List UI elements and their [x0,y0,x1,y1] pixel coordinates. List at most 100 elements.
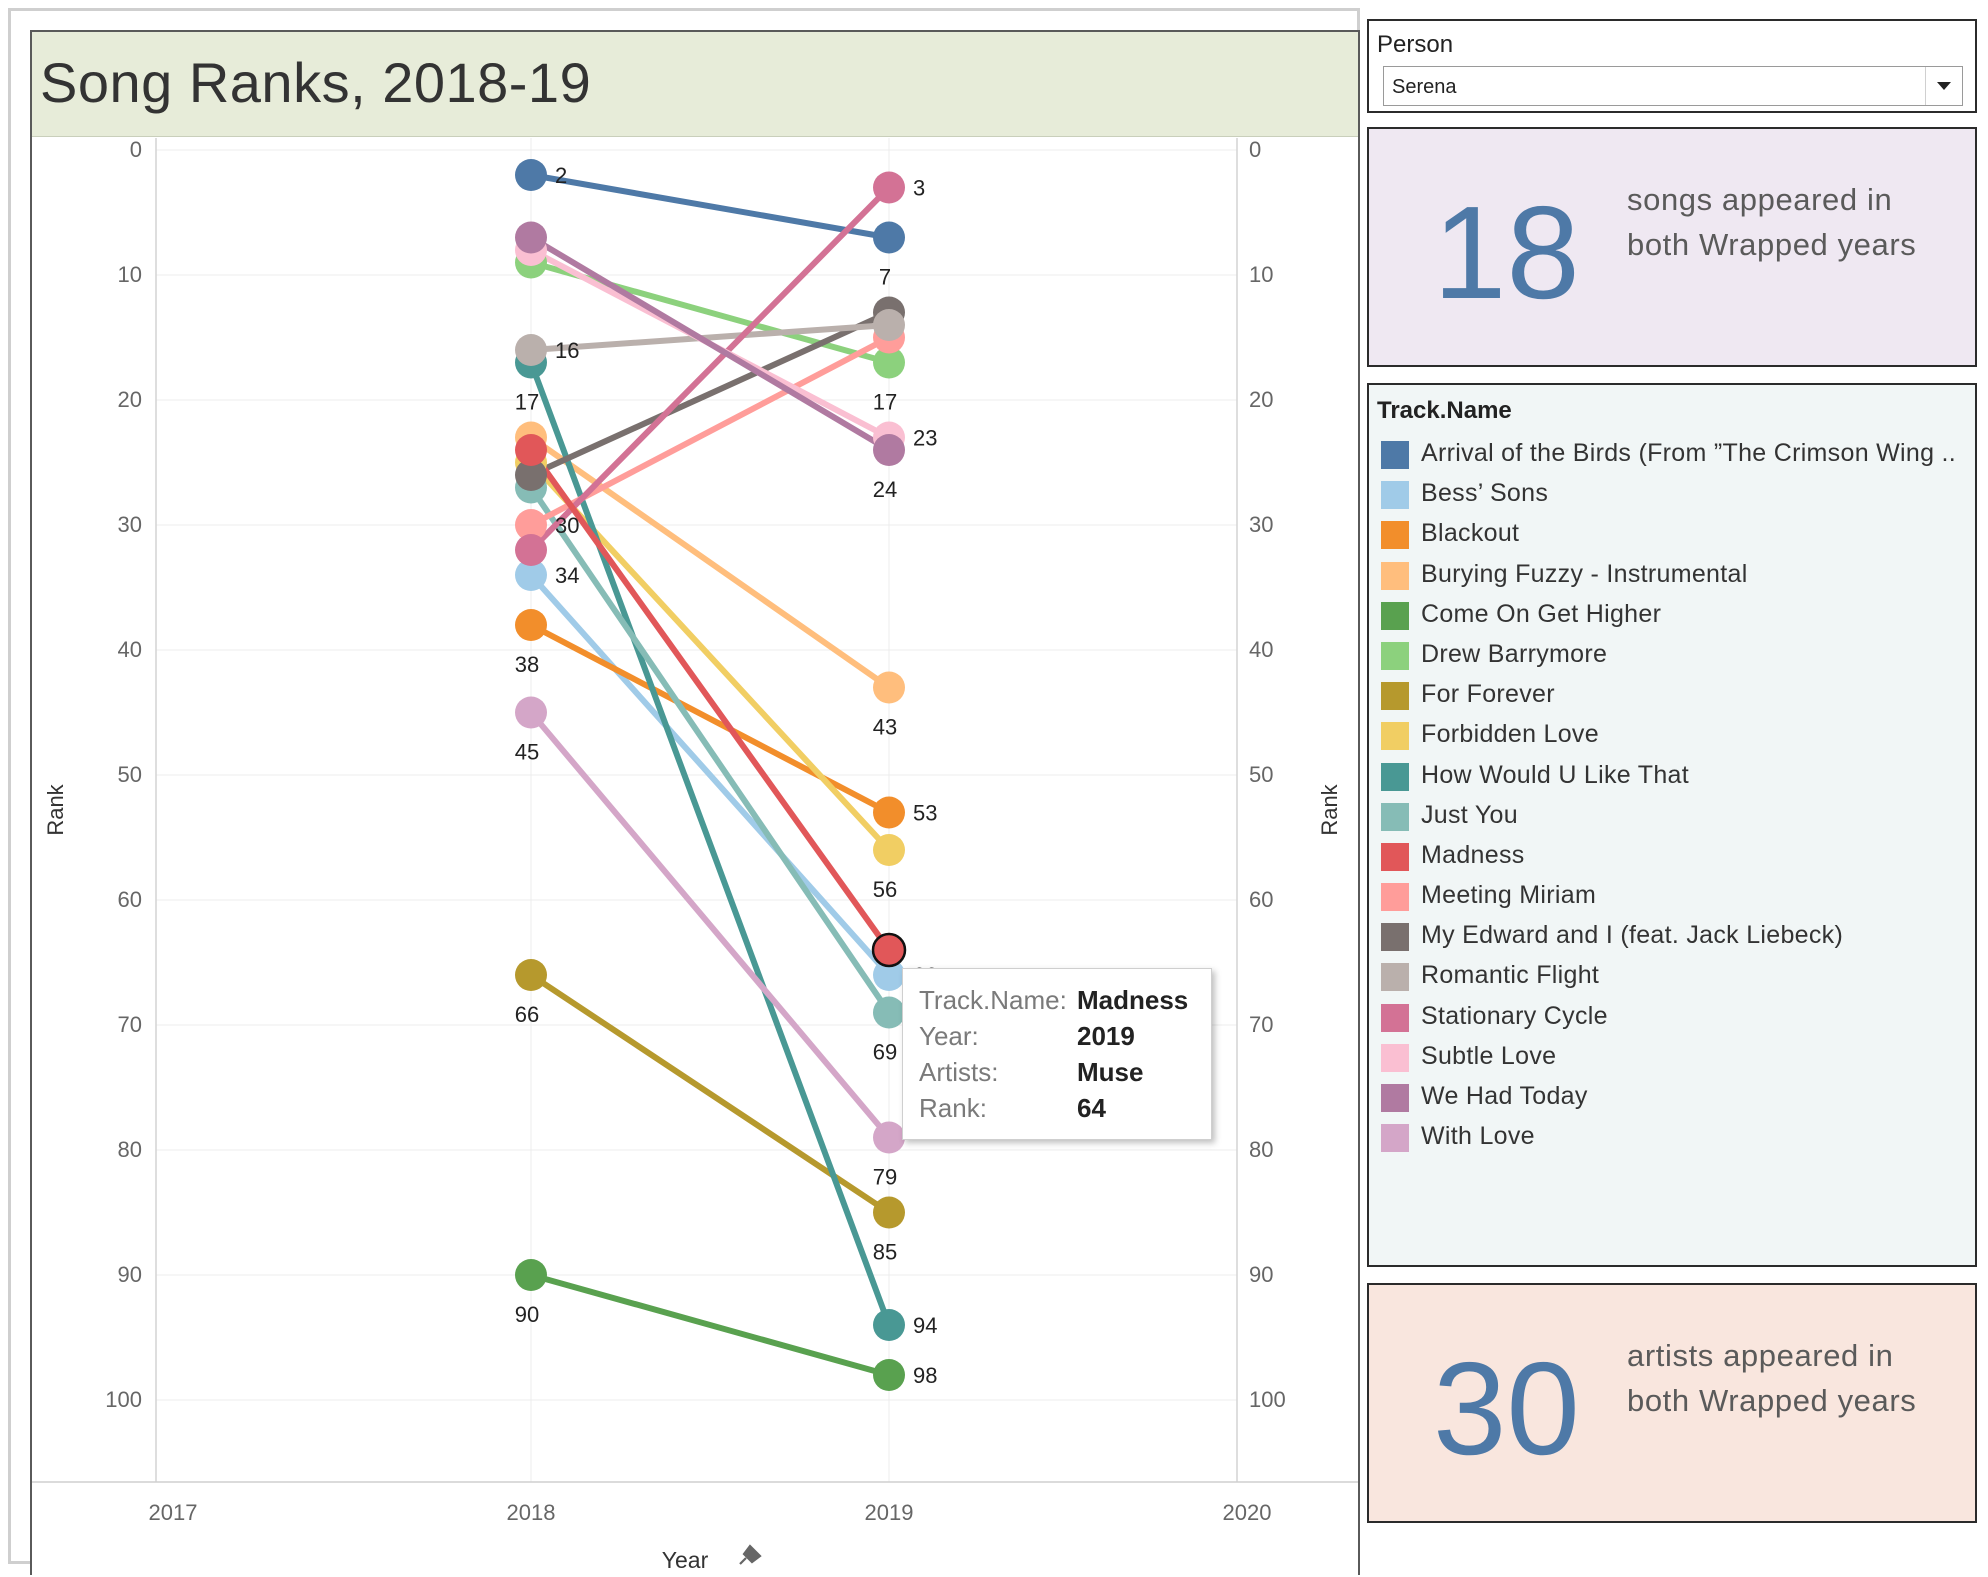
person-select-value: Serena [1392,76,1457,98]
legend-label: Arrival of the Birds (From ”The Crimson … [1421,439,1957,467]
legend-label: Forbidden Love [1421,720,1599,749]
data-label: 38 [515,652,539,677]
legend-swatch [1381,441,1409,469]
data-label: 34 [555,563,579,588]
data-point [873,1309,905,1341]
data-label: 98 [913,1363,937,1388]
data-point [873,1121,905,1154]
legend-item[interactable]: My Edward and I (feat. Jack Liebeck) [1381,917,1971,957]
legend-label: Burying Fuzzy - Instrumental [1421,559,1748,588]
artists-kpi-card: 30 artists appeared in both Wrapped year… [1367,1283,1977,1523]
legend-swatch [1381,762,1409,791]
person-select[interactable]: Serena [1383,66,1963,106]
legend-item[interactable]: Subtle Love [1381,1038,1971,1078]
legend-item[interactable]: Come On Get Higher [1381,596,1971,636]
legend-swatch [1381,923,1409,952]
legend-swatch [1381,1003,1409,1032]
legend-item[interactable]: Burying Fuzzy - Instrumental [1381,556,1971,596]
legend-item[interactable]: Forbidden Love [1381,716,1971,756]
legend-item[interactable]: We Had Today [1381,1078,1971,1118]
y-tick-label: 20 [118,387,142,412]
data-label: 53 [913,801,937,826]
legend-swatch [1381,1124,1409,1153]
legend-label: My Edward and I (feat. Jack Liebeck) [1421,921,1844,950]
data-point [515,559,547,591]
data-label: 24 [873,477,897,502]
data-label: 79 [873,1165,897,1190]
y-tick-label: 0 [130,137,142,162]
songs-kpi-caption-line2: both Wrapped years [1627,227,1917,262]
data-label: 2 [555,163,567,188]
x-tick-label: 2018 [507,1500,556,1525]
legend-swatch [1381,722,1409,751]
y-tick-label: 10 [1249,262,1273,287]
songs-count: 18 [1433,179,1580,326]
data-point [873,171,905,204]
chevron-down-icon [1937,82,1951,90]
legend-item[interactable]: Romantic Flight [1381,957,1971,997]
y-axis-title: Rank [43,783,68,835]
artists-count: 30 [1433,1335,1580,1482]
legend-swatch [1381,1043,1409,1072]
data-label: 30 [555,513,579,538]
legend-item[interactable]: Meeting Miriam [1381,877,1971,917]
data-point [873,796,905,829]
data-point [873,996,905,1029]
y-tick-label: 90 [1249,1262,1273,1287]
chart-panel-outer: Song Ranks, 2018-19 0 0 10 10 20 20 30 30 40 40 50… [8,8,1360,1575]
legend-item[interactable]: Arrival of the Birds (From ”The Crimson … [1381,435,1971,475]
legend-item[interactable]: For Forever [1381,676,1971,716]
title-bar: Song Ranks, 2018-19 [32,32,1358,137]
legend-item[interactable]: With Love [1381,1118,1971,1158]
tooltip-key: Year: [919,1021,979,1051]
data-label: 94 [913,1313,937,1338]
series-line [528,359,892,1328]
data-label: 69 [873,1040,897,1065]
x-tick-label: 2019 [865,1500,914,1525]
data-label: 66 [515,1002,539,1027]
data-point [873,959,905,991]
legend-label: How Would U Like That [1421,760,1689,789]
legend-item[interactable]: Drew Barrymore [1381,636,1971,676]
legend-label: Come On Get Higher [1421,599,1662,628]
data-label: 56 [873,877,897,902]
data-label: 7 [879,265,891,290]
x-tick-label: 2020 [1223,1500,1272,1525]
track-legend: Track.Name Arrival of the Birds (From ”T… [1367,383,1977,1267]
legend-item[interactable]: Bess’ Sons [1381,475,1971,515]
series-line [528,234,892,453]
legend-item[interactable]: Madness [1381,837,1971,877]
series-line [528,447,892,953]
y-tick-label: 70 [118,1012,142,1037]
y-tick-label: 90 [118,1262,142,1287]
legend-item[interactable]: Blackout [1381,515,1971,555]
data-point [515,221,547,254]
data-label: 3 [913,176,925,201]
data-point [515,696,547,729]
legend-item[interactable]: How Would U Like That [1381,757,1971,797]
series-line [528,309,892,478]
person-filter: Person Serena [1367,19,1977,113]
series-line [528,434,892,691]
legend-swatch [1381,802,1409,831]
tooltip-key: Track.Name: [919,985,1067,1015]
legend-label: Subtle Love [1421,1041,1557,1070]
legend-item[interactable]: Stationary Cycle [1381,998,1971,1038]
data-label: 23 [913,426,937,451]
y-tick-label: 10 [118,262,142,287]
data-label: 90 [515,1302,539,1327]
y-tick-label: 30 [1249,512,1273,537]
legend-item[interactable]: Just You [1381,797,1971,837]
tooltip-value: 64 [1077,1093,1106,1123]
series-line [528,572,892,978]
y-tick-label: 60 [1249,887,1273,912]
data-point [873,434,905,466]
legend-label: For Forever [1421,680,1555,709]
data-label: 45 [515,740,539,765]
person-select-dropdown-button[interactable] [1925,67,1962,105]
legend-label: Just You [1421,800,1518,829]
y-tick-label: 100 [105,1387,142,1412]
data-label: 17 [515,390,539,415]
data-point [515,959,547,991]
